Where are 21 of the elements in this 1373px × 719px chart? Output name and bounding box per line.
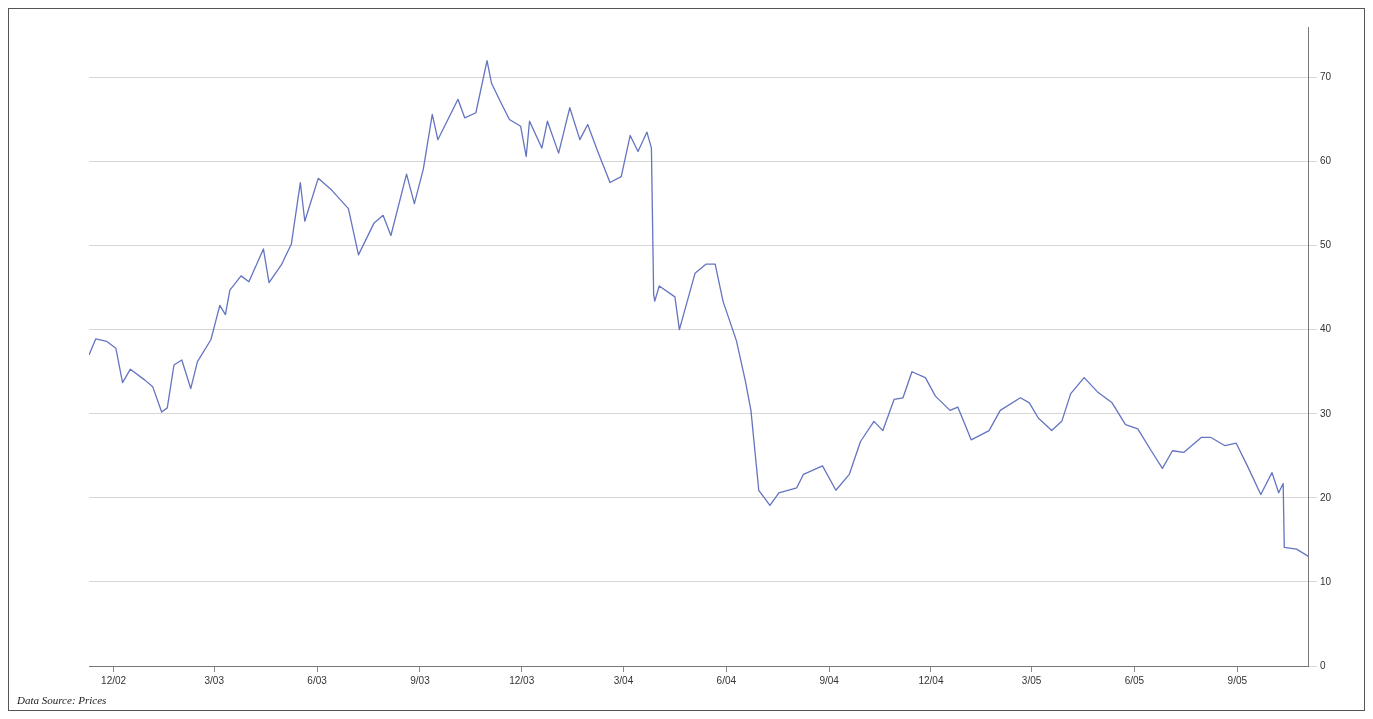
- x-tick-label: 6/05: [1124, 674, 1145, 686]
- y-tick-label: 0: [1319, 659, 1326, 671]
- y-tick-label: 70: [1319, 71, 1332, 83]
- x-tick-label: 9/05: [1227, 674, 1248, 686]
- y-tick-label: 50: [1319, 239, 1332, 251]
- x-tick-label: 3/05: [1021, 674, 1042, 686]
- y-tick-label: 30: [1319, 407, 1332, 419]
- y-tick-label: 40: [1319, 323, 1332, 335]
- x-tick-label: 12/04: [918, 674, 944, 686]
- x-tick-label: 6/04: [716, 674, 737, 686]
- x-tick-label: 9/03: [410, 674, 431, 686]
- y-tick-label: 10: [1319, 575, 1332, 587]
- source-note: Data Source: Prices: [16, 694, 107, 707]
- x-tick-label: 12/03: [509, 674, 535, 686]
- x-tick-label: 3/04: [613, 674, 634, 686]
- x-tick-label: 6/03: [307, 674, 328, 686]
- y-tick-label: 60: [1319, 155, 1332, 167]
- y-tick-label: 20: [1319, 491, 1332, 503]
- x-tick-label: 9/04: [819, 674, 840, 686]
- x-tick-label: 3/03: [204, 674, 225, 686]
- x-tick-label: 12/02: [101, 674, 127, 686]
